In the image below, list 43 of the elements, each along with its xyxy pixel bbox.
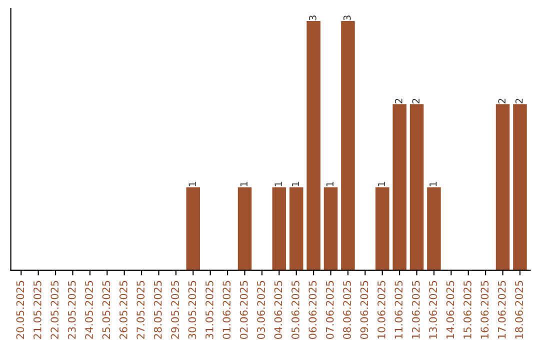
x-tick-label: 04.06.2025 xyxy=(274,280,282,339)
x-tick-label: 15.06.2025 xyxy=(464,280,472,339)
x-tick-label: 03.06.2025 xyxy=(257,280,265,339)
data-label: 1 xyxy=(430,182,437,186)
x-tick-label: 23.05.2025 xyxy=(68,280,76,339)
x-tick-label: 08.06.2025 xyxy=(343,280,351,339)
x-tick-label: 27.05.2025 xyxy=(136,280,145,339)
x-tick-label: 31.05.2025 xyxy=(205,280,214,339)
x-tick-label: 13.06.2025 xyxy=(429,280,437,339)
x-tick-label: 30.05.2025 xyxy=(188,280,196,339)
x-tick-label: 09.06.2025 xyxy=(360,280,368,339)
x-tick-label: 02.06.2025 xyxy=(240,280,248,339)
x-tick-label: 06.06.2025 xyxy=(308,280,317,339)
x-tick-label: 20.05.2025 xyxy=(16,280,24,339)
x-tick-label: 10.06.2025 xyxy=(377,280,386,339)
data-label: 1 xyxy=(326,182,334,186)
x-tick-label: 24.05.2025 xyxy=(85,280,93,339)
x-tick-label: 29.05.2025 xyxy=(171,280,179,339)
x-tick-label: 22.05.2025 xyxy=(50,280,59,339)
data-label: 3 xyxy=(309,16,316,20)
data-label: 2 xyxy=(515,98,523,104)
x-tick-label: 05.06.2025 xyxy=(291,280,300,339)
data-label: 1 xyxy=(188,182,196,186)
data-label: 3 xyxy=(343,16,351,20)
x-tick-label: 01.06.2025 xyxy=(222,280,231,339)
x-tick-label: 14.06.2025 xyxy=(446,280,454,339)
data-label: 1 xyxy=(292,182,300,186)
data-label: 2 xyxy=(412,98,420,104)
data-label: 1 xyxy=(240,182,248,186)
x-tick-label: 12.06.2025 xyxy=(412,280,420,339)
x-tick-label: 11.06.2025 xyxy=(394,280,403,339)
data-label: 1 xyxy=(274,182,282,186)
x-tick-label: 17.06.2025 xyxy=(498,280,506,339)
data-label: 2 xyxy=(395,98,402,104)
data-label: 2 xyxy=(498,98,506,104)
x-tick-label: 28.05.2025 xyxy=(154,280,162,339)
x-tick-label: 21.05.2025 xyxy=(33,280,42,339)
x-tick-label: 18.06.2025 xyxy=(515,280,523,339)
x-tick-label: 25.05.2025 xyxy=(102,280,110,339)
x-tick-label: 07.06.2025 xyxy=(326,280,334,339)
x-tick-label: 16.06.2025 xyxy=(480,280,489,339)
data-label: 1 xyxy=(378,182,386,186)
x-tick-label: 26.05.2025 xyxy=(119,280,128,339)
